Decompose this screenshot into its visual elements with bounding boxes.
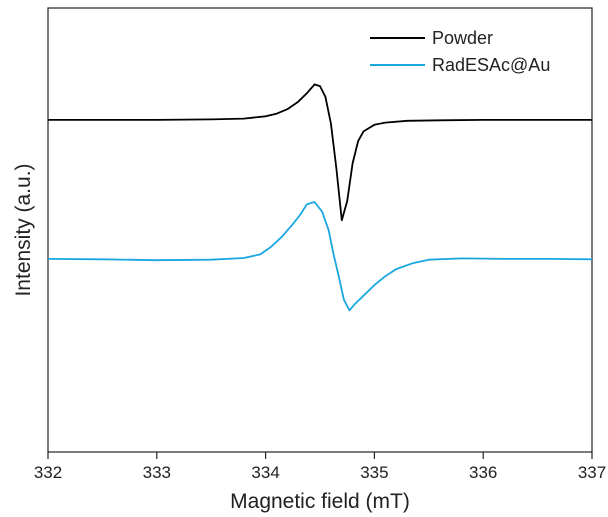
y-axis-title: Intensity (a.u.) — [12, 163, 35, 296]
series-line-radesac-au — [47, 201, 593, 312]
legend: Powder RadESAc@Au — [370, 28, 550, 75]
x-axis-title: Magnetic field (mT) — [230, 490, 410, 513]
x-axis-ticks: 332 333 334 335 336 337 — [34, 452, 606, 482]
x-tick-label: 332 — [34, 463, 62, 482]
x-tick-label: 335 — [360, 463, 388, 482]
legend-label-radesac-au: RadESAc@Au — [432, 55, 550, 75]
plot-frame — [47, 7, 593, 453]
x-tick-label: 337 — [578, 463, 606, 482]
series-line-powder — [48, 83, 592, 222]
legend-label-powder: Powder — [432, 28, 493, 48]
x-tick-label: 334 — [251, 463, 279, 482]
x-tick-label: 336 — [469, 463, 497, 482]
series-layer — [47, 83, 593, 312]
x-tick-label: 333 — [143, 463, 171, 482]
